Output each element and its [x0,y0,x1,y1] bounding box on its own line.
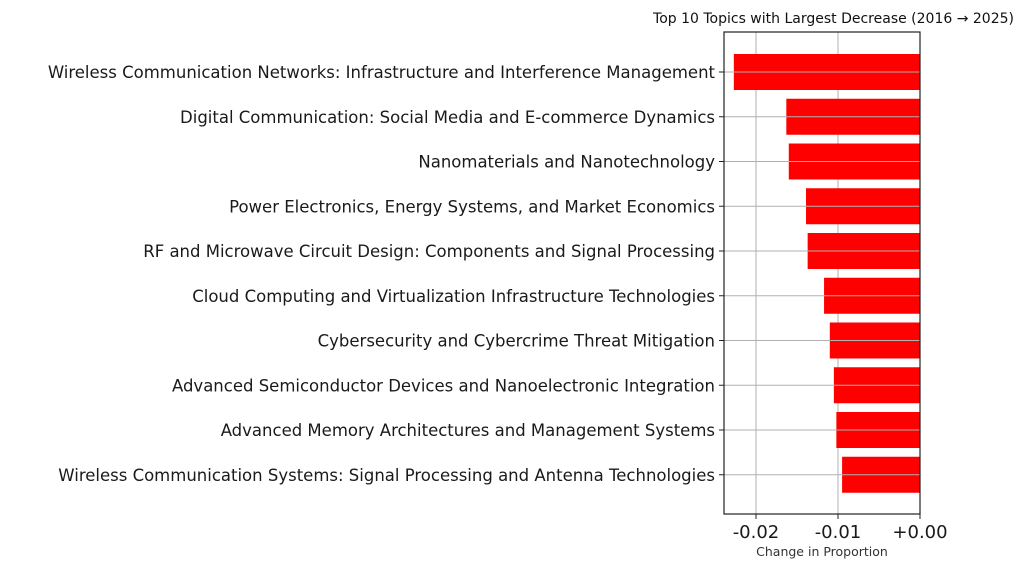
y-tick-label: Advanced Memory Architectures and Manage… [221,421,715,440]
y-tick-label: Cybersecurity and Cybercrime Threat Miti… [318,332,715,351]
x-tick-label: -0.01 [815,522,862,543]
y-gridlines [724,71,920,476]
y-tick-label: RF and Microwave Circuit Design: Compone… [143,242,715,261]
x-axis-label: Change in Proportion [756,544,888,559]
x-axis-ticks: -0.02 -0.01 +0.00 [733,514,948,543]
y-tick-label: Wireless Communication Systems: Signal P… [58,466,715,485]
y-tick-label: Digital Communication: Social Media and … [180,108,715,127]
y-axis-ticks: Wireless Communication Networks: Infrast… [48,63,724,485]
axes-frame [723,31,921,515]
y-tick-label: Cloud Computing and Virtualization Infra… [192,287,715,306]
x-tick-label: -0.02 [733,522,780,543]
y-tick-label: Advanced Semiconductor Devices and Nanoe… [172,376,715,395]
bars [733,54,920,493]
chart-title: Top 10 Topics with Largest Decrease (201… [652,11,1014,27]
y-tick-label: Power Electronics, Energy Systems, and M… [229,197,715,216]
y-tick-label: Wireless Communication Networks: Infrast… [48,63,716,82]
y-tick-label: Nanomaterials and Nanotechnology [418,153,715,172]
x-tick-label: +0.00 [892,522,947,543]
